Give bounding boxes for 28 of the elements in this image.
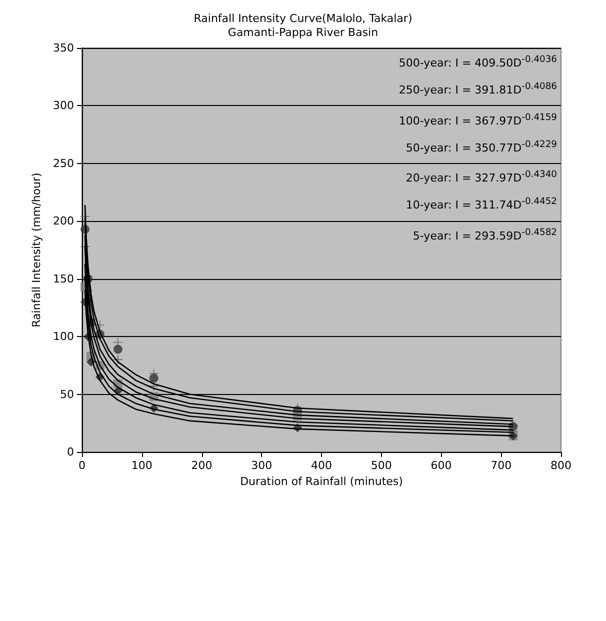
- x-tick-label: 600: [430, 459, 452, 472]
- y-tick-label: 350: [53, 42, 74, 54]
- equation-label: 50-year: I = 350.77D$^{-0.4229}$: [406, 138, 557, 154]
- x-tick-label: 400: [311, 459, 332, 472]
- x-tick-label: 800: [550, 459, 572, 472]
- y-tick-label: 50: [60, 388, 74, 401]
- equation-label: 10-year: I = 311.74D$^{-0.4452}$: [406, 196, 557, 212]
- x-tick-label: 500: [370, 459, 392, 472]
- x-axis-title: Duration of Rainfall (minutes): [240, 474, 403, 488]
- x-tick-label: 200: [191, 459, 212, 472]
- x-tick-label: 300: [251, 459, 272, 472]
- chart-title: Rainfall Intensity Curve(Malolo, Takalar): [194, 12, 412, 25]
- equation-label: 100-year: I = 367.97D$^{-0.4159}$: [398, 112, 557, 128]
- x-tick-label: 0: [78, 459, 86, 472]
- equation-label: 5-year: I = 293.59D$^{-0.4582}$: [412, 227, 557, 243]
- equation-label: 500-year: I = 409.50D$^{-0.4036}$: [398, 54, 557, 70]
- y-tick-label: 100: [53, 330, 74, 344]
- chart-subtitle: Gamanti-Pappa River Basin: [228, 26, 378, 39]
- y-tick-label: 250: [53, 156, 74, 170]
- equation-label: 20-year: I = 327.97D$^{-0.4340}$: [406, 169, 557, 186]
- y-tick-label: 0: [67, 446, 74, 458]
- y-tick-label: 150: [53, 272, 74, 286]
- x-tick-label: 100: [131, 459, 152, 472]
- equation-label: 250-year: I = 391.81D$^{-0.4086}$: [398, 81, 557, 97]
- y-tick-label: 300: [53, 99, 74, 112]
- y-axis-title: Rainfall Intensity (mm/hour): [30, 172, 43, 328]
- y-tick-label: 200: [53, 214, 74, 228]
- x-tick-label: 700: [490, 459, 512, 472]
